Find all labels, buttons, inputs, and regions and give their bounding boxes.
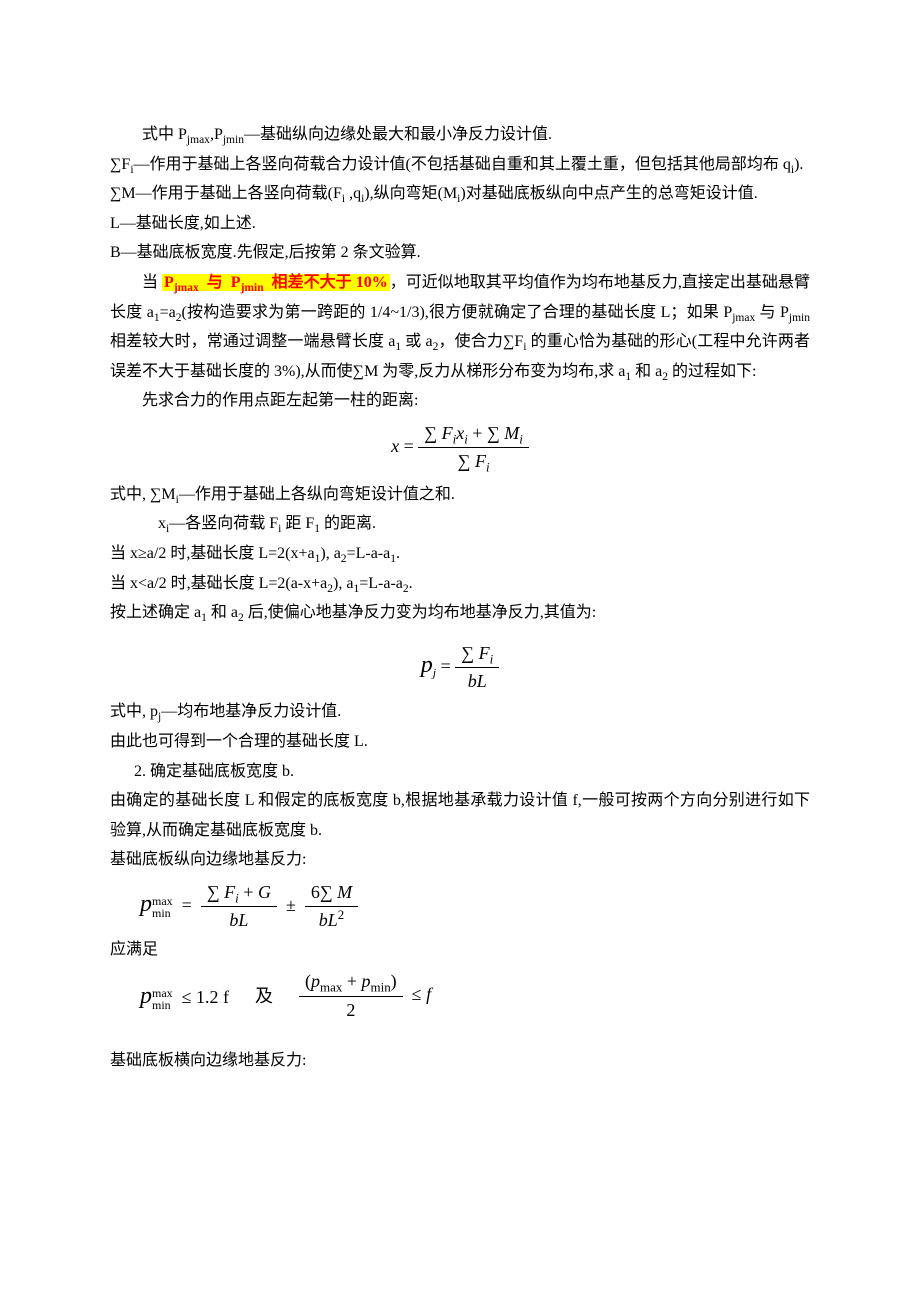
text: . <box>396 545 400 562</box>
para-case2: 当 x<a/2 时,基础长度 L=2(a-x+a2), a1=L-a-a2. <box>110 569 810 599</box>
text: —基础纵向边缘处最大和最小净反力设计值. <box>244 126 552 143</box>
highlight-10pct: 相差不大于 10% <box>266 274 390 291</box>
text: =L-a-a <box>359 575 403 592</box>
formula-x: x = ∑ Fixi + ∑ Mi ∑ Fi <box>110 422 810 474</box>
fraction: 6∑ M bL2 <box>305 881 358 933</box>
denominator: bL <box>201 907 277 932</box>
fraction: (pmax + pmin) 2 <box>299 970 403 1022</box>
numerator: 6∑ M <box>305 881 358 907</box>
para-transverse: 基础底板横向边缘地基反力: <box>110 1046 810 1076</box>
cond-2: (pmax + pmin) 2 ≤ f <box>299 970 431 1022</box>
numerator: ∑ Fi <box>455 642 499 668</box>
text: x <box>158 515 166 532</box>
para-section2-body: 由确定的基础长度 L 和假定的底板宽度 b,根据地基承载力设计值 f,一般可按两… <box>110 786 810 845</box>
formula-pmaxmin: pmaxmin = ∑ Fi + G bL ± 6∑ M bL2 <box>110 881 810 933</box>
text: 或 a <box>401 333 432 350</box>
para-def-pj: 式中, pj—均布地基净反力设计值. <box>110 697 810 727</box>
text: 由确定的基础长度 L 和假定的底板宽度 b,根据地基承载力设计值 f,一般可按两… <box>110 792 810 839</box>
text: 2. 确定基础底板宽度 b. <box>134 763 294 780</box>
text: ,q <box>345 185 361 202</box>
para-main-explanation: 当 Pjmax 与 Pjmin 相差不大于 10%，可近似地取其平均值作为均布地… <box>110 268 810 386</box>
text: 相差较大时，常通过调整一端悬臂长度 a <box>110 333 395 350</box>
text: ). <box>794 156 803 173</box>
denominator: bL <box>455 668 499 693</box>
para-definition-sigmaF: ∑Fi—作用于基础上各竖向荷载合力设计值(不包括基础自重和其上覆土重，但包括其他… <box>110 150 810 180</box>
para-reasonable-L: 由此也可得到一个合理的基础长度 L. <box>110 727 810 757</box>
numerator: ∑ Fixi + ∑ Mi <box>418 422 529 448</box>
text: 的距离. <box>320 515 376 532</box>
sub: jmin <box>789 312 810 324</box>
text: 式中, p <box>110 703 158 720</box>
text: 应满足 <box>110 941 158 958</box>
text: —作用于基础上各纵向弯矩设计值之和. <box>179 486 455 503</box>
text: 和 a <box>207 604 238 621</box>
text: ), a <box>333 575 353 592</box>
denominator: ∑ Fi <box>418 448 529 473</box>
text: 与 P <box>755 304 789 321</box>
text: (按构造要求为第一跨距的 1/4~1/3),很方便就确定了合理的基础长度 L；如… <box>181 304 732 321</box>
para-def-xi: xi—各竖向荷载 Fi 距 F1 的距离. <box>110 509 810 539</box>
cond-1: pmaxmin ≤ 1.2 f <box>140 974 229 1018</box>
formula-pj: pj = ∑ Fi bL <box>110 642 810 694</box>
text: 基础底板横向边缘地基反力: <box>110 1052 306 1069</box>
text: ),纵向弯矩(M <box>364 185 457 202</box>
denominator: 2 <box>299 997 403 1022</box>
text: 距 F <box>281 515 314 532</box>
text: ，使合力∑F <box>438 333 523 350</box>
text: 后,使偏心地基净反力变为均布地基净反力,其值为: <box>244 604 596 621</box>
text: ,P <box>210 126 223 143</box>
numerator: ∑ Fi + G <box>201 881 277 907</box>
sub: jmax <box>732 312 755 324</box>
text: 按上述确定 a <box>110 604 201 621</box>
text: 式中, ∑M <box>110 486 176 503</box>
text: B—基础底板宽度.先假定,后按第 2 条文验算. <box>110 244 421 261</box>
text: 基础底板纵向边缘地基反力: <box>110 851 306 868</box>
text: —各竖向荷载 F <box>169 515 278 532</box>
text: )对基础底板纵向中点产生的总弯矩设计值. <box>460 185 757 202</box>
text: ∑F <box>110 156 130 173</box>
text: =L-a-a <box>347 545 391 562</box>
para-definition-p: 式中 Pjmax,Pjmin—基础纵向边缘处最大和最小净反力设计值. <box>110 120 810 150</box>
highlight-pjmin: Pjmin <box>229 274 266 291</box>
text: 当 <box>142 274 162 291</box>
text: 当 x<a/2 时,基础长度 L=2(a-x+a <box>110 575 327 592</box>
fraction: ∑ Fi + G bL <box>201 881 277 933</box>
document-page: 式中 Pjmax,Pjmin—基础纵向边缘处最大和最小净反力设计值. ∑Fi—作… <box>0 0 920 1302</box>
text: =a <box>160 304 176 321</box>
highlight-and: 与 <box>201 274 229 291</box>
text: 和 a <box>631 363 662 380</box>
para-definition-L: L—基础长度,如上述. <box>110 209 810 239</box>
cond-and: 及 <box>255 980 273 1013</box>
fraction: ∑ Fi bL <box>455 642 499 694</box>
text: —均布地基净反力设计值. <box>161 703 341 720</box>
denominator: bL2 <box>305 907 358 932</box>
para-definition-B: B—基础底板宽度.先假定,后按第 2 条文验算. <box>110 238 810 268</box>
numerator: (pmax + pmin) <box>299 970 403 996</box>
text: L—基础长度,如上述. <box>110 215 256 232</box>
para-firstpoint: 先求合力的作用点距左起第一柱的距离: <box>110 386 810 416</box>
text: 由此也可得到一个合理的基础长度 L. <box>110 733 368 750</box>
text: 先求合力的作用点距左起第一柱的距离: <box>142 392 418 409</box>
para-after-a1a2: 按上述确定 a1 和 a2 后,使偏心地基净反力变为均布地基净反力,其值为: <box>110 598 810 628</box>
text: —作用于基础上各竖向荷载合力设计值(不包括基础自重和其上覆土重，但包括其他局部均… <box>134 156 791 173</box>
text: 当 x≥a/2 时,基础长度 L=2(x+a <box>110 545 315 562</box>
fraction: ∑ Fixi + ∑ Mi ∑ Fi <box>418 422 529 474</box>
text: 式中 P <box>142 126 187 143</box>
sub: jmax <box>187 134 210 146</box>
para-satisfy: 应满足 <box>110 935 810 965</box>
formula-conditions: pmaxmin ≤ 1.2 f 及 (pmax + pmin) 2 ≤ f <box>110 970 810 1022</box>
text: ), a <box>320 545 340 562</box>
sub: jmin <box>223 134 244 146</box>
para-definition-sigmaM: ∑M—作用于基础上各竖向荷载(Fi ,qi),纵向弯矩(Mi)对基础底板纵向中点… <box>110 179 810 209</box>
para-longitudinal: 基础底板纵向边缘地基反力: <box>110 845 810 875</box>
para-case1: 当 x≥a/2 时,基础长度 L=2(x+a1), a2=L-a-a1. <box>110 539 810 569</box>
highlight-pjmax: Pjmax <box>162 274 201 291</box>
text: 的过程如下: <box>668 363 756 380</box>
text: ∑M—作用于基础上各竖向荷载(F <box>110 185 342 202</box>
para-section2: 2. 确定基础底板宽度 b. <box>110 757 810 787</box>
para-def-sigmaMi: 式中, ∑Mi—作用于基础上各纵向弯矩设计值之和. <box>110 480 810 510</box>
text: . <box>409 575 413 592</box>
